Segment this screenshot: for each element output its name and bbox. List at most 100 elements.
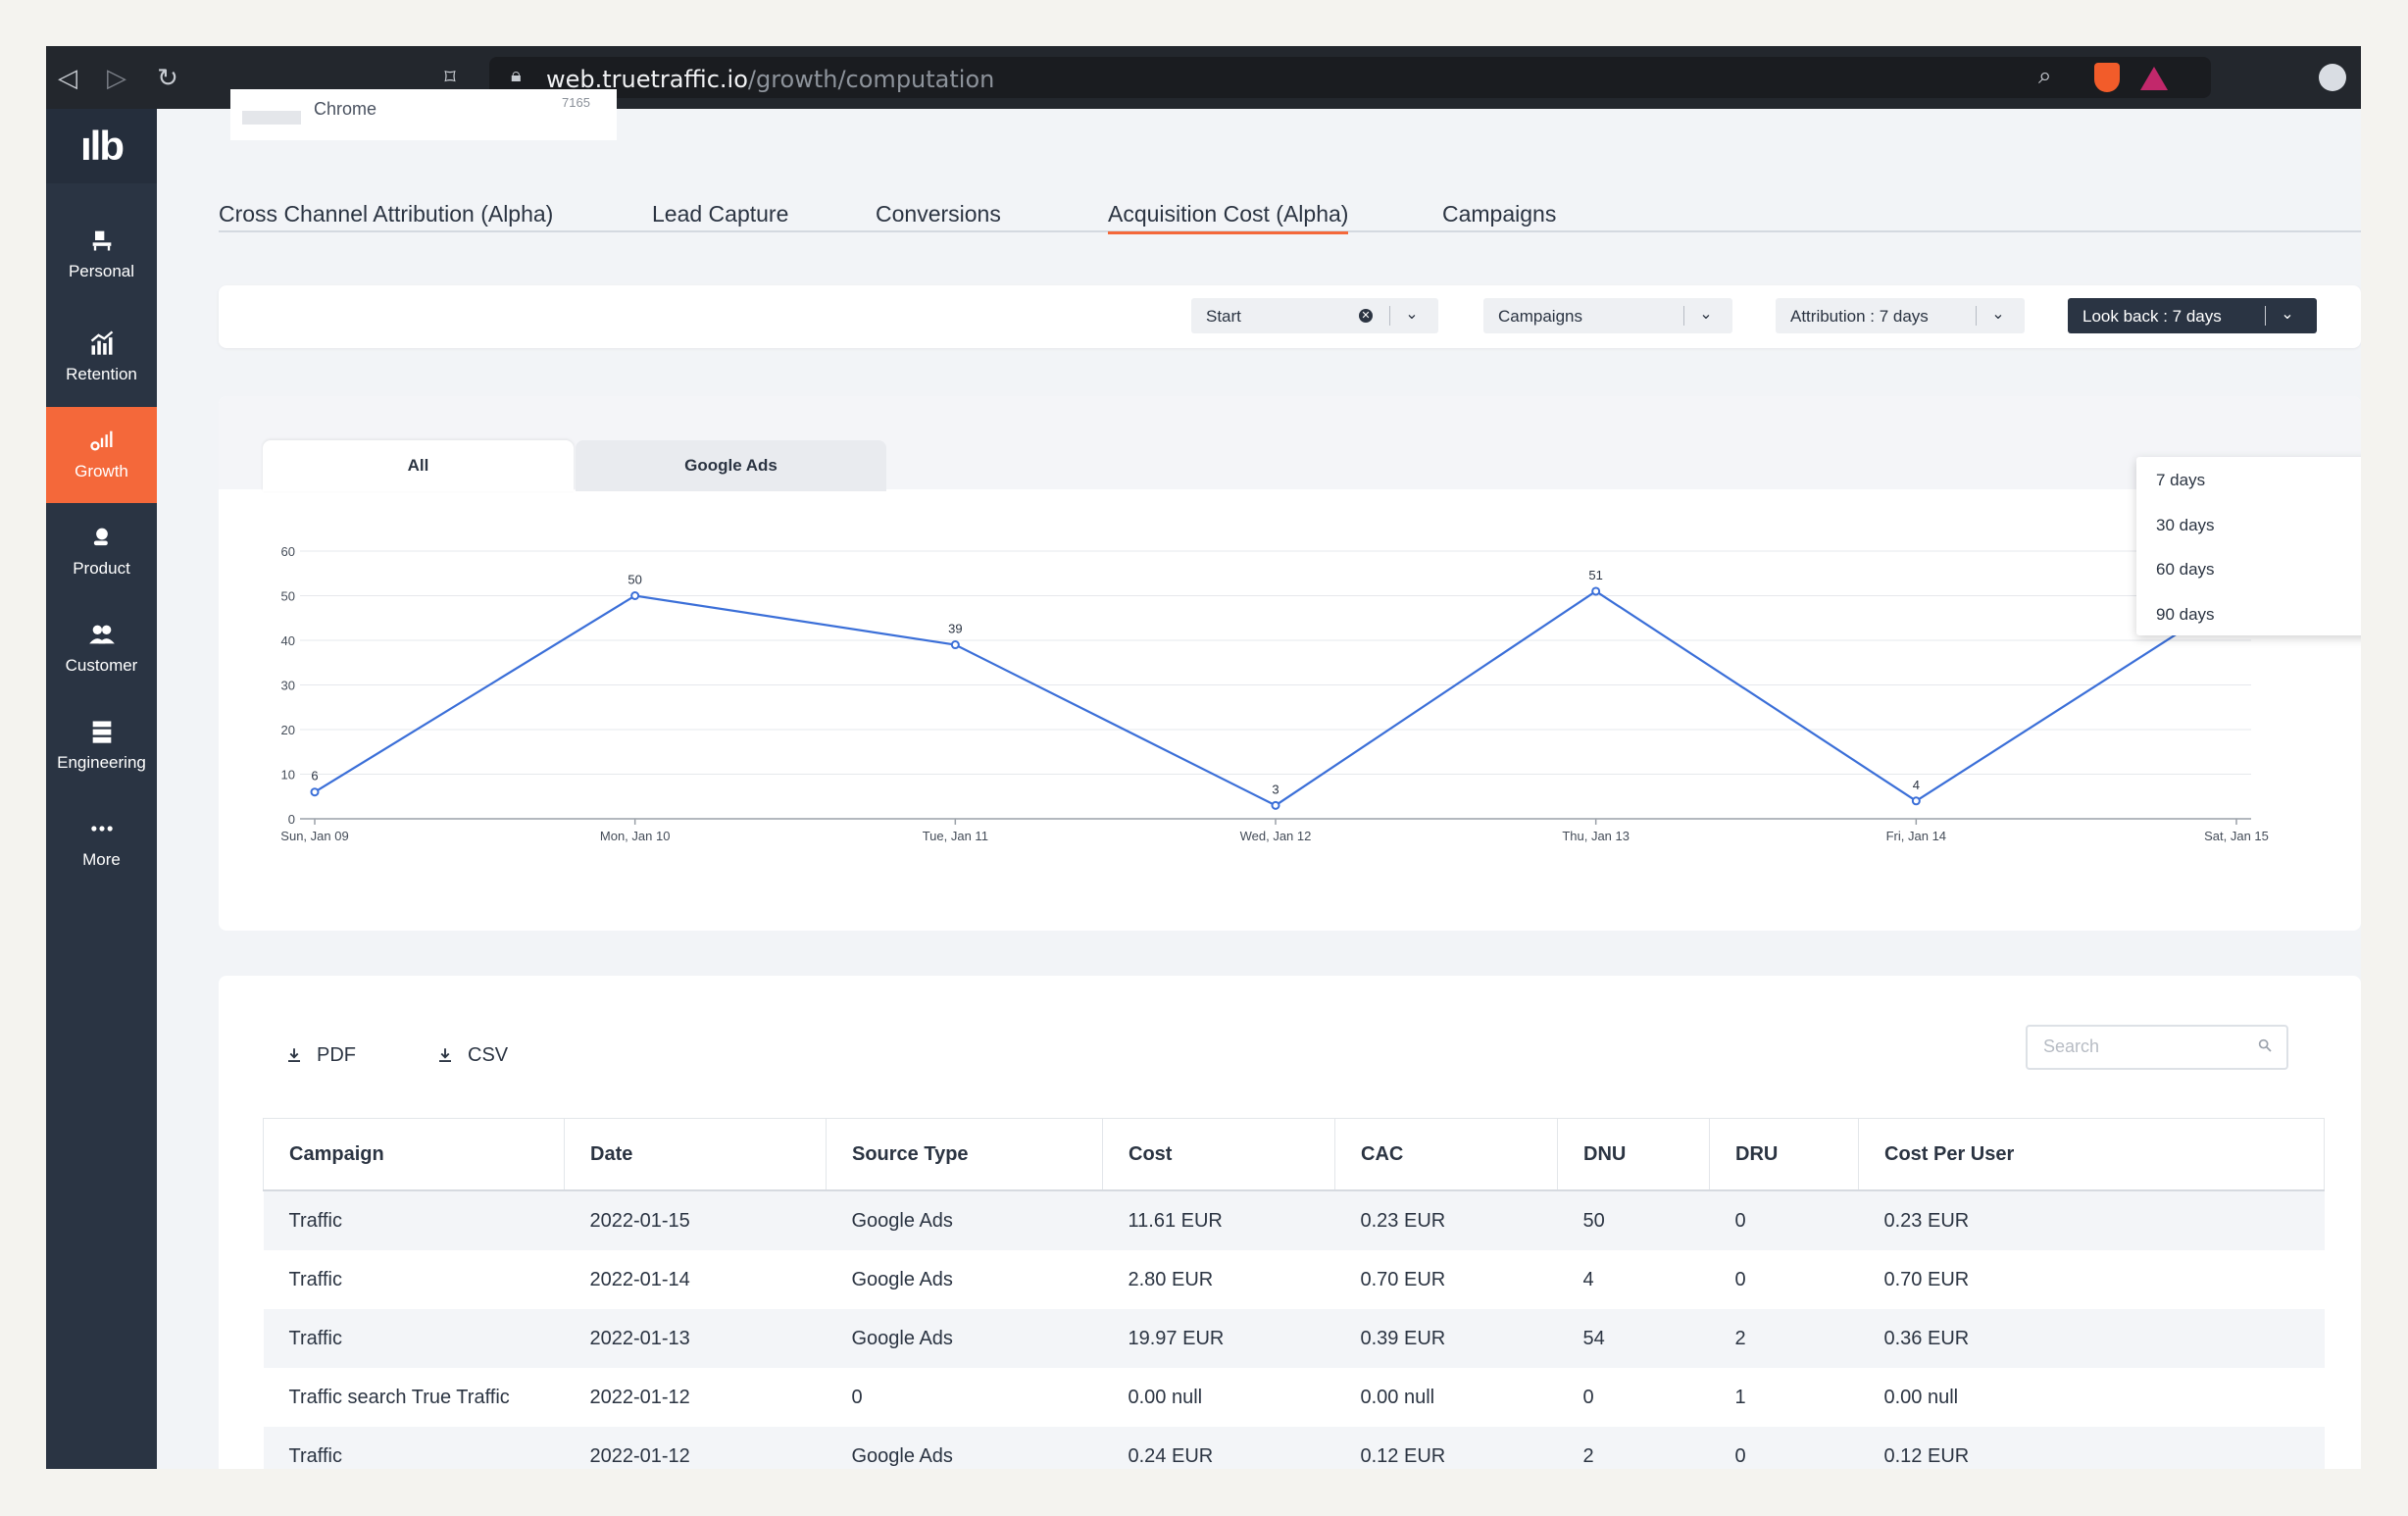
lookback-select[interactable]: Look back : 7 days ⌄ bbox=[2068, 298, 2317, 333]
table-card: PDF CSV Campaign Date Source Type Cost C… bbox=[219, 976, 2361, 1469]
table-cell: 0 bbox=[1709, 1190, 1859, 1250]
sidebar-item-customer[interactable]: Customer bbox=[46, 601, 157, 697]
chart-tab-google-ads[interactable]: Google Ads bbox=[576, 440, 886, 491]
y-tick-label: 50 bbox=[281, 589, 295, 604]
data-point[interactable] bbox=[1591, 586, 1601, 596]
table-cell: Google Ads bbox=[826, 1309, 1103, 1368]
column-header-cost[interactable]: Cost bbox=[1102, 1118, 1335, 1191]
table-cell: 0.00 null bbox=[1360, 1386, 1435, 1408]
data-label: 50 bbox=[627, 573, 641, 587]
zoom-icon[interactable]: ⌕ bbox=[2038, 63, 2052, 89]
tab-lead-capture[interactable]: Lead Capture bbox=[652, 201, 789, 227]
bookmark-icon[interactable]: ⌑ bbox=[444, 65, 456, 89]
brave-shield-icon[interactable] bbox=[2094, 63, 2120, 92]
data-label: 6 bbox=[311, 769, 318, 783]
clear-icon[interactable]: ✕ bbox=[1359, 309, 1373, 323]
sidebar-item-retention[interactable]: Retention bbox=[46, 310, 157, 406]
chevron-down-icon[interactable]: ⌄ bbox=[1991, 306, 2005, 323]
sidebar-item-more[interactable]: More bbox=[46, 795, 157, 891]
customer-group-icon bbox=[88, 625, 115, 644]
data-point[interactable] bbox=[950, 640, 960, 650]
sidebar-item-label: Growth bbox=[75, 462, 128, 480]
start-select[interactable]: Start ✕ ⌄ bbox=[1191, 298, 1438, 333]
browser-toolbar: ◁ ▷ ↻ ⌑ 🔒︎ web.truetraffic.io/growth/com… bbox=[46, 46, 2361, 109]
lookback-dropdown-menu: 7 days ✓ 30 days 60 days 90 days bbox=[2136, 457, 2361, 635]
lookback-option-90-days[interactable]: 90 days bbox=[2156, 605, 2215, 624]
table-cell: 0.12 EUR bbox=[1858, 1427, 2325, 1469]
sidebar: ılb Personal Retention Growth Product Cu… bbox=[46, 109, 157, 1469]
export-pdf-button[interactable]: PDF bbox=[285, 1044, 356, 1067]
campaigns-select-value: Campaigns bbox=[1498, 307, 1582, 326]
table-cell: Traffic bbox=[263, 1427, 565, 1469]
x-tick-label: Sun, Jan 09 bbox=[280, 829, 348, 843]
table-cell: Google Ads bbox=[851, 1268, 953, 1290]
table-cell: 50 bbox=[1557, 1190, 1710, 1250]
campaigns-select[interactable]: Campaigns ⌄ bbox=[1483, 298, 1732, 333]
data-point[interactable] bbox=[1911, 796, 1921, 806]
search-box bbox=[2026, 1025, 2288, 1070]
lookback-option-30-days[interactable]: 30 days bbox=[2156, 516, 2215, 534]
chart-tab-all[interactable]: All bbox=[263, 440, 574, 491]
chevron-down-icon[interactable]: ⌄ bbox=[1699, 306, 1713, 323]
forward-icon[interactable]: ▷ bbox=[107, 63, 126, 92]
data-point[interactable] bbox=[1271, 800, 1280, 810]
lookback-option-60-days[interactable]: 60 days bbox=[2156, 560, 2215, 579]
data-label: 51 bbox=[1588, 568, 1602, 582]
column-header-date[interactable]: Date bbox=[564, 1118, 827, 1191]
table-cell: Google Ads bbox=[826, 1190, 1103, 1250]
address-bar[interactable]: 🔒︎ web.truetraffic.io/growth/computation… bbox=[489, 57, 2211, 98]
sidebar-item-label: Product bbox=[73, 559, 130, 578]
column-header-cac[interactable]: CAC bbox=[1334, 1118, 1558, 1191]
column-header-dru[interactable]: DRU bbox=[1709, 1118, 1859, 1191]
tab-conversions[interactable]: Conversions bbox=[876, 201, 1001, 227]
lookback-select-value: Look back : 7 days bbox=[2082, 307, 2222, 326]
table-cell: 0.39 EUR bbox=[1334, 1309, 1558, 1368]
chevron-down-icon[interactable]: ⌄ bbox=[1405, 306, 1419, 323]
table-cell: Traffic search True Traffic bbox=[288, 1386, 510, 1408]
sidebar-item-growth[interactable]: Growth bbox=[46, 407, 157, 503]
column-header-source-type[interactable]: Source Type bbox=[826, 1118, 1103, 1191]
search-icon[interactable] bbox=[2257, 1037, 2273, 1053]
browser-stat-card: Chrome 7165 bbox=[230, 89, 617, 140]
table-cell: 0.00 null bbox=[1128, 1386, 1203, 1408]
download-icon bbox=[439, 1048, 451, 1062]
sidebar-item-product[interactable]: Product bbox=[46, 504, 157, 600]
y-tick-label: 60 bbox=[281, 544, 295, 559]
rewards-triangle-icon[interactable] bbox=[2140, 67, 2168, 90]
table-row[interactable]: Traffic 2022-01-15 Google Ads 11.61 EUR … bbox=[263, 1190, 2325, 1250]
table-row[interactable]: Traffic search True Traffic 2022-01-12 0… bbox=[264, 1368, 2325, 1427]
y-tick-label: 30 bbox=[281, 679, 295, 693]
table-row[interactable]: Traffic 2022-01-14 Google Ads 2.80 EUR 0… bbox=[264, 1250, 2325, 1309]
profile-icon[interactable] bbox=[2319, 64, 2346, 91]
column-header-cost-per-user[interactable]: Cost Per User bbox=[1858, 1118, 2325, 1191]
sidebar-item-label: More bbox=[82, 850, 121, 869]
attribution-select[interactable]: Attribution : 7 days ⌄ bbox=[1776, 298, 2025, 333]
sidebar-item-label: Retention bbox=[66, 365, 137, 383]
export-csv-button[interactable]: CSV bbox=[436, 1044, 508, 1067]
chart-card: All Google Ads 0 10 20 30 40 50 60 Sun, Jan 09 M… bbox=[219, 396, 2361, 931]
select-divider bbox=[1389, 306, 1390, 326]
back-icon[interactable]: ◁ bbox=[58, 63, 77, 92]
sidebar-item-engineering[interactable]: Engineering bbox=[46, 698, 157, 794]
search-input[interactable] bbox=[2041, 1036, 2241, 1058]
data-point[interactable] bbox=[310, 787, 320, 797]
chevron-down-icon[interactable]: ⌄ bbox=[2281, 306, 2294, 323]
table-row[interactable]: Traffic 2022-01-13 Google Ads 19.97 EUR … bbox=[263, 1309, 2325, 1368]
tab-campaigns[interactable]: Campaigns bbox=[1442, 201, 1557, 227]
table-cell: 54 bbox=[1557, 1309, 1710, 1368]
reload-icon[interactable]: ↻ bbox=[157, 63, 178, 92]
table-cell: Traffic bbox=[263, 1190, 565, 1250]
y-tick-label: 0 bbox=[288, 812, 295, 827]
table-row[interactable]: Traffic 2022-01-12 Google Ads 0.24 EUR 0… bbox=[263, 1427, 2325, 1469]
attribution-select-value: Attribution : 7 days bbox=[1790, 307, 1929, 326]
data-point[interactable] bbox=[630, 591, 640, 600]
personal-icon bbox=[92, 230, 111, 251]
column-header-campaign[interactable]: Campaign bbox=[263, 1118, 565, 1191]
tab-acquisition-cost[interactable]: Acquisition Cost (Alpha) bbox=[1108, 201, 1349, 234]
sidebar-item-personal[interactable]: Personal bbox=[46, 207, 157, 303]
lookback-option-7-days[interactable]: 7 days bbox=[2156, 471, 2206, 489]
column-header-dnu[interactable]: DNU bbox=[1557, 1118, 1710, 1191]
table-cell: 2022-01-12 bbox=[564, 1427, 827, 1469]
app-logo[interactable]: ılb bbox=[46, 109, 157, 183]
tab-cross-channel-attribution[interactable]: Cross Channel Attribution (Alpha) bbox=[219, 201, 554, 227]
